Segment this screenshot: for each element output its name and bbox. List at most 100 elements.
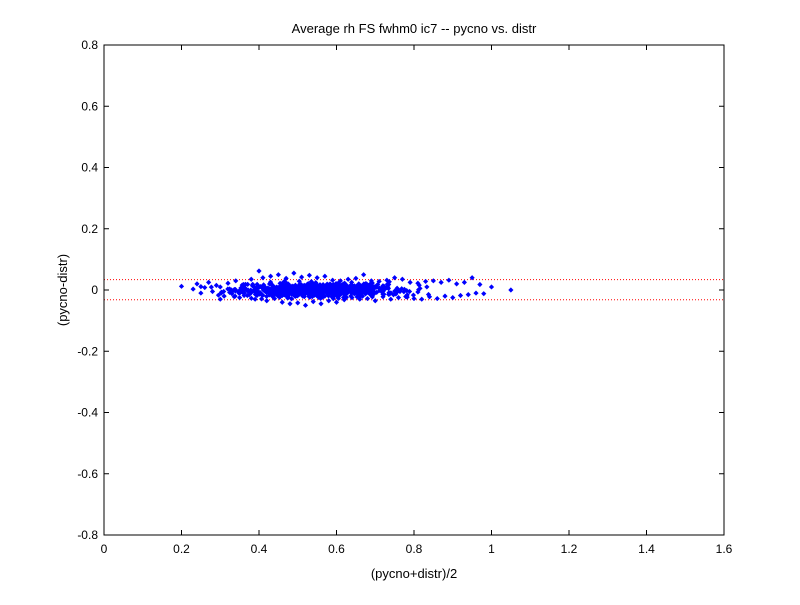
data-point xyxy=(343,294,349,300)
data-point xyxy=(319,284,325,291)
data-point xyxy=(330,277,336,283)
data-point xyxy=(329,294,335,300)
data-point xyxy=(457,292,464,299)
data-point xyxy=(253,286,259,292)
data-point xyxy=(268,273,274,279)
data-point xyxy=(381,291,387,297)
y-tick-label: -0.4 xyxy=(77,406,98,420)
data-point xyxy=(465,291,471,298)
data-point xyxy=(285,281,291,287)
data-point xyxy=(263,284,269,291)
data-point xyxy=(264,293,270,299)
data-point xyxy=(370,286,376,293)
data-point xyxy=(250,281,256,287)
data-point xyxy=(356,285,363,291)
data-point xyxy=(407,279,413,285)
data-point xyxy=(364,295,371,302)
data-point xyxy=(262,287,268,294)
data-point xyxy=(310,288,316,294)
data-point xyxy=(281,278,288,284)
data-point xyxy=(348,283,354,289)
axis-ticks: 0 0.2 0.4 0.6 0.8 1 1.2 1.4 1.6 -0.8 -0.6 -0.4 -0.2 0… xyxy=(77,38,732,556)
data-point xyxy=(217,284,223,290)
data-point xyxy=(295,287,301,293)
data-point xyxy=(318,291,324,298)
data-point xyxy=(248,295,254,301)
data-point xyxy=(287,301,293,307)
x-tick-label: 1.4 xyxy=(638,542,655,556)
data-point xyxy=(308,282,314,288)
data-point xyxy=(248,290,254,296)
data-point xyxy=(381,284,387,290)
data-point xyxy=(404,288,410,294)
data-point xyxy=(416,282,422,288)
data-point xyxy=(209,288,216,295)
data-point xyxy=(194,281,200,287)
data-point xyxy=(266,281,273,287)
data-point xyxy=(237,295,243,301)
data-point xyxy=(299,283,305,290)
data-point xyxy=(352,291,358,297)
x-tick-label: 0.8 xyxy=(406,542,423,556)
data-point xyxy=(241,290,247,296)
data-point xyxy=(291,291,297,297)
data-point xyxy=(320,282,326,288)
data-point xyxy=(310,299,316,305)
data-point xyxy=(399,276,405,282)
data-point xyxy=(202,284,208,291)
data-point xyxy=(279,290,285,296)
x-tick-label: 1.6 xyxy=(716,542,733,556)
data-point xyxy=(178,283,185,289)
data-point xyxy=(258,296,265,302)
data-point xyxy=(384,284,390,290)
data-point xyxy=(310,284,316,290)
data-point xyxy=(317,295,324,302)
data-point xyxy=(430,278,436,284)
data-point xyxy=(442,293,448,299)
data-point xyxy=(308,278,314,285)
data-point xyxy=(341,287,348,294)
data-point xyxy=(473,290,479,296)
data-point xyxy=(318,301,324,307)
data-point xyxy=(388,296,394,302)
data-point xyxy=(264,298,270,304)
data-point xyxy=(331,289,337,295)
data-point xyxy=(323,287,330,293)
data-point xyxy=(378,287,384,293)
data-point xyxy=(322,293,328,299)
data-point xyxy=(198,284,204,290)
data-point xyxy=(284,285,291,291)
data-point xyxy=(276,291,283,298)
data-point xyxy=(279,292,285,299)
data-point xyxy=(250,288,256,294)
data-point xyxy=(438,279,444,285)
data-point xyxy=(348,286,354,292)
data-point xyxy=(336,287,342,293)
data-point xyxy=(297,281,303,287)
data-point xyxy=(334,293,340,300)
data-point xyxy=(477,281,483,288)
data-point xyxy=(198,290,204,296)
data-point xyxy=(256,268,262,274)
data-point xyxy=(416,287,422,293)
data-point xyxy=(271,286,277,292)
x-tick-label: 0 xyxy=(101,542,108,556)
data-point xyxy=(361,272,367,278)
data-point xyxy=(306,293,312,300)
data-point xyxy=(341,284,348,290)
data-point xyxy=(254,281,260,287)
data-point xyxy=(293,290,299,296)
data-point xyxy=(282,282,288,289)
data-point xyxy=(333,299,340,305)
data-point xyxy=(288,288,294,294)
x-tick-label: 1 xyxy=(488,542,495,556)
data-point xyxy=(367,287,374,293)
data-point xyxy=(481,291,487,297)
data-point xyxy=(434,295,440,302)
data-point xyxy=(284,289,290,295)
data-point xyxy=(425,291,432,298)
data-point xyxy=(308,291,314,297)
x-tick-label: 1.2 xyxy=(561,542,578,556)
data-point xyxy=(302,302,309,308)
